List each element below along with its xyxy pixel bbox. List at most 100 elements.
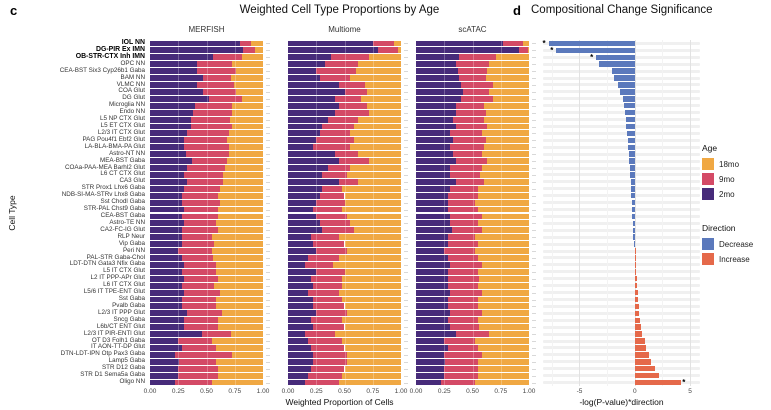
- bar-segment-18mo: [358, 178, 401, 185]
- stacked-bar-row: [288, 165, 401, 172]
- stacked-bar-row: [416, 227, 529, 234]
- bar-segment-9mo: [518, 47, 528, 54]
- bar-segment-9mo: [187, 165, 225, 171]
- cell-type-label: PAG Pou4f1 Ebf2 Glut: [82, 135, 145, 143]
- significance-bar: [625, 116, 635, 123]
- stacked-bar-row: [288, 54, 401, 61]
- y-axis-labels: IOL NN DG-PIR Ex IMN OB-STR-CTX Inh IMN OPC…: [0, 39, 147, 386]
- bar-segment-2mo: [288, 199, 317, 206]
- row-gridline: [543, 256, 700, 260]
- stacked-bar-row: [288, 310, 401, 317]
- stacked-bar-row: [416, 88, 529, 95]
- x-tick-label: 0.75: [494, 388, 508, 395]
- bar-segment-2mo: [288, 47, 379, 54]
- cell-type-label: Astro-TE NN: [109, 218, 145, 226]
- bar-segment-18mo: [361, 95, 401, 102]
- bar-segment-18mo: [338, 379, 401, 386]
- bar-segment-9mo: [174, 379, 213, 386]
- row-tick: [404, 112, 408, 114]
- row-tick: [532, 133, 536, 135]
- legend-age-title: Age: [702, 143, 718, 153]
- bar-segment-2mo: [416, 165, 450, 171]
- bar-segment-18mo: [217, 206, 263, 213]
- row-tick: [404, 105, 408, 107]
- row-gridline: [543, 159, 700, 163]
- bar-segment-9mo: [503, 40, 524, 47]
- stacked-bar-row: [416, 192, 529, 199]
- row-tick: [266, 382, 270, 384]
- bar-segment-2mo: [416, 331, 456, 338]
- row-ticks-scatac: [532, 40, 537, 386]
- stacked-bar-row: [150, 268, 263, 275]
- bar-segment-9mo: [325, 61, 359, 68]
- bar-segment-9mo: [178, 365, 218, 372]
- panel-d-title: Compositional Change Significance: [531, 4, 713, 16]
- stacked-bar-row: [416, 234, 529, 241]
- row-tick: [532, 98, 536, 100]
- row-tick: [266, 341, 270, 343]
- significance-bar: [634, 248, 636, 254]
- bar-segment-2mo: [150, 310, 188, 317]
- row-gridline: [543, 318, 700, 322]
- bar-segment-9mo: [447, 206, 479, 213]
- bar-segment-9mo: [179, 358, 216, 365]
- bar-segment-2mo: [150, 372, 179, 379]
- bar-segment-9mo: [308, 255, 339, 261]
- significance-bar: [634, 275, 637, 282]
- bar-segment-18mo: [342, 296, 401, 303]
- minor-gridline: [551, 40, 553, 386]
- bar-segment-18mo: [229, 130, 263, 137]
- stacked-bar-row: [150, 75, 263, 82]
- bar-segment-2mo: [416, 351, 445, 358]
- cell-type-label: Sst Chodl Gaba: [100, 198, 145, 206]
- significance-bar: [548, 40, 635, 47]
- bar-segment-18mo: [220, 199, 263, 206]
- significance-bar: [611, 68, 635, 74]
- bar-segment-18mo: [212, 234, 263, 241]
- stacked-bar-row: [288, 234, 401, 241]
- significance-bar: [629, 165, 635, 171]
- bar-segment-2mo: [150, 344, 182, 351]
- bar-segment-2mo: [150, 379, 175, 386]
- row-tick: [532, 347, 536, 349]
- bar-segment-9mo: [304, 261, 334, 268]
- bar-segment-18mo: [346, 358, 401, 365]
- stacked-bar-row: [416, 351, 529, 358]
- bar-segment-18mo: [481, 151, 529, 158]
- bar-segment-2mo: [416, 261, 450, 268]
- row-gridline: [543, 242, 700, 246]
- bar-segment-18mo: [483, 116, 529, 123]
- significance-bar: [620, 89, 635, 95]
- bar-segment-18mo: [344, 365, 401, 372]
- row-tick: [404, 313, 408, 315]
- bar-segment-9mo: [455, 109, 487, 116]
- gridline: [344, 40, 346, 386]
- bar-segment-2mo: [150, 282, 182, 289]
- stacked-bar-row: [150, 372, 263, 379]
- significance-bar: [630, 179, 635, 185]
- bar-segment-9mo: [312, 241, 345, 248]
- bar-segment-2mo: [288, 130, 320, 137]
- bar-segment-9mo: [316, 199, 345, 206]
- bar-segment-2mo: [416, 178, 456, 185]
- legend-label-2mo: 2mo: [719, 189, 735, 199]
- row-gridline: [543, 201, 700, 205]
- bar-segment-2mo: [150, 289, 184, 296]
- row-gridline: [543, 235, 700, 239]
- stacked-bar-row: [150, 289, 263, 296]
- bar-segment-9mo: [319, 75, 351, 81]
- row-tick: [266, 195, 270, 197]
- bar-segment-2mo: [150, 137, 184, 144]
- row-tick: [404, 237, 408, 239]
- bar-segment-18mo: [358, 61, 401, 68]
- stacked-bar-row: [288, 137, 401, 144]
- bar-segment-18mo: [217, 365, 263, 372]
- stacked-bar-row: [416, 296, 529, 303]
- bar-segment-9mo: [312, 351, 347, 358]
- bar-segment-2mo: [416, 220, 450, 227]
- bar-segment-2mo: [288, 344, 311, 351]
- row-tick: [266, 168, 270, 170]
- row-tick: [404, 98, 408, 100]
- row-tick: [404, 320, 408, 322]
- stacked-bar-row: [416, 338, 529, 345]
